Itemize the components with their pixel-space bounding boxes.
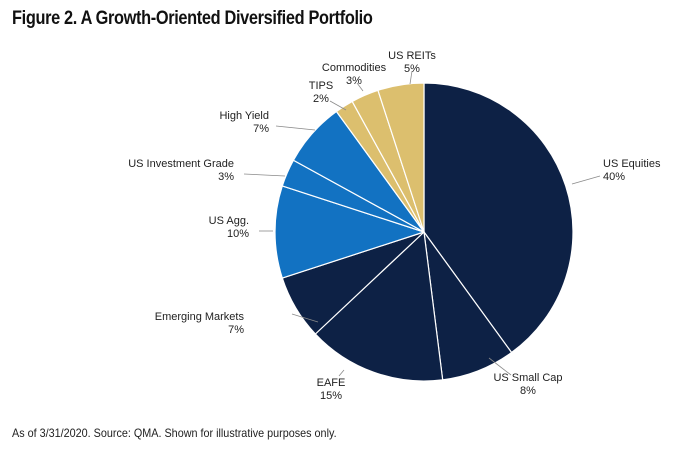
pie-slice-us-reits: [377, 82, 425, 233]
footnote: As of 3/31/2020. Source: QMA. Shown for …: [12, 426, 337, 440]
leader-line-us-investment-grade: [243, 173, 286, 177]
slice-percent: 5%: [404, 63, 420, 75]
slice-label-us-small-cap: US Small Cap 8%: [493, 372, 562, 397]
chart-title: Figure 2. A Growth-Oriented Diversified …: [12, 8, 373, 29]
pie-slice-eafe: [314, 231, 444, 382]
slice-percent: 10%: [227, 228, 249, 240]
slice-label-eafe: EAFE 15%: [317, 377, 346, 402]
leader-line-commodities: [356, 82, 364, 92]
leader-line-high-yield: [275, 125, 316, 131]
slice-name: Commodities: [322, 62, 387, 74]
slice-labels: US Equities 40% US Small Cap 8% EAFE 15% Emerg…: [128, 50, 661, 402]
slice-percent: 3%: [218, 171, 234, 183]
slice-name: US Agg.: [209, 215, 249, 227]
slice-percent: 8%: [520, 385, 536, 397]
slice-percent: 3%: [346, 75, 362, 87]
slice-percent: 40%: [603, 171, 625, 183]
leader-line-us-small-cap: [488, 357, 512, 376]
slice-percent: 2%: [313, 93, 329, 105]
slice-name: High Yield: [219, 110, 269, 122]
slice-label-high-yield: High Yield 7%: [219, 110, 269, 135]
slice-label-us-investment-grade: US Investment Grade 3%: [128, 158, 234, 183]
slice-name: TIPS: [309, 80, 333, 92]
slice-name: US Small Cap: [493, 372, 562, 384]
leader-line-us-equities: [571, 175, 601, 185]
slice-name: EAFE: [317, 377, 346, 389]
slice-name: Emerging Markets: [155, 311, 245, 323]
leader-line-eafe: [338, 369, 345, 377]
slice-label-commodities: Commodities 3%: [322, 62, 387, 87]
pie-slice-us-equities: [423, 82, 574, 354]
slice-percent: 15%: [320, 390, 342, 402]
leader-line-emerging-markets: [291, 313, 319, 323]
slice-name: US REITs: [388, 50, 436, 62]
pie-slice-us-agg: [274, 185, 425, 279]
slice-name: US Investment Grade: [128, 158, 234, 170]
leader-line-us-reits: [409, 70, 413, 85]
slice-name: US Equities: [603, 158, 661, 170]
slice-percent: 7%: [253, 123, 269, 135]
leader-line-tips: [329, 100, 347, 111]
slice-label-tips: TIPS 2%: [309, 80, 333, 105]
slice-label-emerging-markets: Emerging Markets 7%: [155, 311, 245, 336]
slice-label-us-agg: US Agg. 10%: [209, 215, 250, 240]
slice-label-us-equities: US Equities 40%: [603, 158, 661, 183]
slice-percent: 7%: [228, 324, 244, 336]
slice-label-us-reits: US REITs 5%: [388, 50, 436, 75]
pie-slices: [274, 82, 574, 382]
leader-lines: [243, 70, 601, 377]
